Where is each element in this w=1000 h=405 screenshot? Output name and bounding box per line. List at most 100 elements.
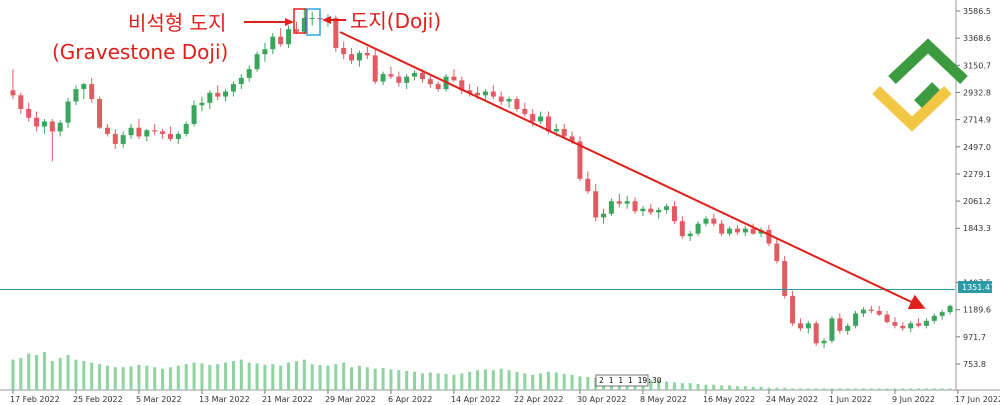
volume-bar — [924, 388, 928, 390]
candle — [931, 313, 937, 324]
candle — [104, 123, 110, 137]
volume-bar — [129, 366, 133, 390]
candle — [49, 118, 55, 162]
candle — [821, 338, 827, 349]
candle — [254, 51, 260, 72]
candle — [356, 50, 362, 67]
volume-bar — [570, 374, 574, 390]
x-tick-label: 16 May 2022 — [703, 395, 755, 404]
x-tick-label: 21 Mar 2022 — [262, 395, 313, 404]
x-tick-label: 22 Apr 2022 — [514, 395, 563, 404]
x-tick-label: 30 Apr 2022 — [577, 395, 626, 404]
volume-bar — [255, 363, 259, 390]
candle — [120, 131, 126, 148]
volume-bar — [413, 371, 417, 390]
volume-bar — [389, 369, 393, 390]
gravestone-doji-box — [293, 8, 307, 34]
candle — [947, 304, 953, 315]
volume-bar — [200, 363, 204, 390]
volume-bar — [420, 373, 424, 390]
volume-bar — [231, 361, 235, 390]
candle — [593, 183, 599, 222]
volume-bar — [436, 373, 440, 390]
candle — [498, 91, 504, 106]
candle — [506, 96, 512, 108]
candle — [278, 28, 284, 47]
volume-bar — [720, 385, 724, 390]
price-axis: 3586.5 3368.6 3150.7 2932.8 2714.9 2497.0 2279… — [956, 7, 991, 369]
candle — [616, 193, 622, 208]
candle — [246, 65, 252, 82]
y-tick-label: 3586.5 — [963, 7, 991, 16]
volume-bar — [791, 388, 795, 390]
time-marker: 2 1 1 1 19:30 — [595, 374, 662, 387]
candle — [624, 196, 630, 209]
candle — [664, 203, 670, 214]
doji-label: 도지(Doji) — [350, 9, 441, 33]
candle — [514, 96, 520, 112]
volume-bar — [192, 362, 196, 390]
volume-bar — [554, 372, 558, 390]
volume-bar — [728, 385, 732, 390]
volume-bars — [11, 352, 952, 390]
candle — [136, 118, 142, 139]
candle — [656, 207, 662, 219]
volume-bar — [19, 358, 23, 390]
volume-bar — [759, 386, 763, 390]
gravestone-doji-label-english: (Gravestone Doji) — [52, 40, 228, 64]
volume-bar — [444, 374, 448, 390]
volume-bar — [909, 388, 913, 390]
candle — [632, 197, 638, 214]
candle — [167, 126, 173, 142]
time-marker-text: 2 1 1 1 19:30 — [599, 376, 662, 385]
x-tick-label: 17 Feb 2022 — [10, 395, 60, 404]
candle — [435, 81, 441, 92]
candle — [845, 323, 851, 335]
candle — [640, 206, 646, 217]
candle — [349, 47, 355, 65]
candle — [876, 305, 882, 316]
candle — [884, 310, 890, 324]
y-tick-label: 3368.6 — [963, 34, 991, 43]
volume-bar — [460, 373, 464, 390]
candle — [900, 322, 906, 331]
candle — [829, 315, 835, 344]
y-tick-label: 1189.6 — [963, 306, 991, 315]
y-tick-label: 2932.8 — [963, 88, 991, 97]
volume-bar — [672, 382, 676, 390]
volume-bar — [342, 362, 346, 390]
candle — [679, 216, 685, 239]
volume-bar — [452, 374, 456, 390]
gravestone-doji-label-korean: 비석형 도지 — [128, 11, 226, 35]
candle — [10, 69, 16, 100]
volume-bar — [287, 362, 291, 390]
candle — [671, 201, 677, 224]
candle — [183, 121, 189, 137]
volume-bar — [806, 388, 810, 390]
volume-bar — [161, 368, 165, 390]
candle — [97, 96, 103, 129]
candle — [262, 42, 268, 62]
candle — [923, 318, 929, 329]
volume-bar — [350, 367, 354, 390]
candle — [608, 198, 614, 217]
volume-bar — [578, 376, 582, 390]
y-tick-label: 2497.0 — [963, 143, 991, 152]
volume-bar — [712, 384, 716, 390]
current-price-value: 1351.47 — [962, 283, 995, 292]
volume-bar — [838, 388, 842, 390]
candle — [207, 90, 213, 110]
candle — [152, 123, 158, 136]
candle — [293, 21, 299, 35]
candle — [26, 102, 32, 122]
candle — [695, 221, 701, 237]
x-tick-label: 13 Mar 2022 — [199, 395, 250, 404]
volume-bar — [184, 364, 188, 390]
x-tick-label: 24 May 2022 — [766, 395, 818, 404]
volume-bar — [318, 364, 322, 390]
x-tick-label: 6 Apr 2022 — [388, 395, 432, 404]
candle — [742, 226, 748, 237]
volume-bar — [224, 362, 228, 390]
x-tick-label: 14 Apr 2022 — [451, 395, 500, 404]
